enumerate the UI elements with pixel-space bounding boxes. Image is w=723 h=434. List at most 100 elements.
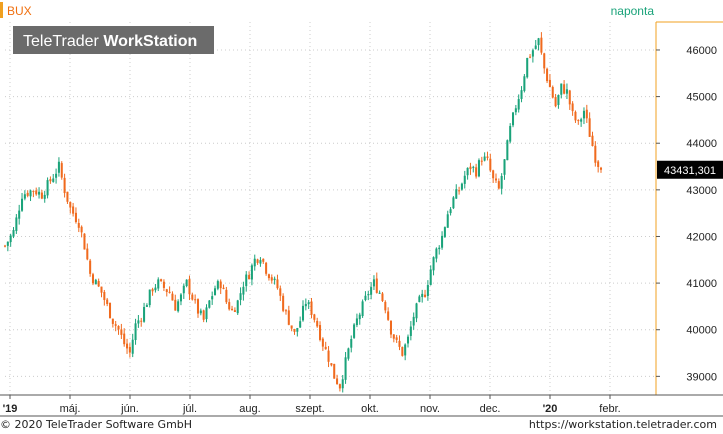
candle-body <box>89 260 92 274</box>
candle-body <box>299 321 302 328</box>
candle-body <box>472 166 475 168</box>
chart-left-marker <box>0 2 3 18</box>
candle-body <box>117 325 120 330</box>
candle-body <box>177 301 180 312</box>
candle-body <box>540 37 543 53</box>
watermark: TeleTrader WorkStation <box>13 26 214 54</box>
candle-body <box>384 301 387 311</box>
candle-body <box>134 323 137 341</box>
candle-body <box>120 329 123 335</box>
candle-body <box>151 289 154 292</box>
candle-body <box>3 245 7 247</box>
price-axis: 39000 40000 41000 42000 43000 44000 45000 46000 <box>656 45 717 383</box>
candle-body <box>63 177 66 194</box>
candle-body <box>262 258 265 262</box>
candle-body <box>304 303 307 307</box>
candle-body <box>154 287 157 291</box>
candle-body <box>375 278 378 293</box>
candle-body <box>441 235 444 248</box>
candle-body <box>455 189 458 199</box>
candle-body <box>531 50 534 57</box>
candle-body <box>560 83 563 95</box>
candle-body <box>225 289 228 303</box>
candle-body <box>157 279 160 289</box>
candle-body <box>310 301 313 315</box>
candle-body <box>123 333 126 345</box>
candle-body <box>12 230 15 237</box>
candle-body <box>97 281 100 287</box>
candle-body <box>35 190 38 195</box>
candle-body <box>511 112 515 126</box>
candle-body <box>534 45 537 49</box>
candle-body <box>80 226 83 233</box>
candle-body <box>287 310 290 325</box>
candle-body <box>546 68 549 82</box>
candle-body <box>270 277 273 281</box>
candle-body <box>500 175 503 189</box>
candle-body <box>100 286 103 293</box>
candle-body <box>171 293 174 301</box>
candle-body <box>231 308 234 311</box>
time-axis: '19 máj. jún. júl. aug. szept. okt. nov. dec. '20… <box>3 395 621 415</box>
candle-body <box>387 311 390 320</box>
candle-body <box>313 314 316 320</box>
candle-body <box>492 170 495 179</box>
x-tick-label: jún. <box>120 403 139 415</box>
candle-body <box>160 279 163 282</box>
candle-body <box>9 235 12 243</box>
last-value-text: 43431,301 <box>664 165 716 177</box>
candle-body <box>358 314 361 320</box>
candle-body <box>421 293 424 298</box>
candle-body <box>350 338 353 348</box>
candle-body <box>143 306 146 322</box>
candle-body <box>483 156 486 161</box>
candle-body <box>250 265 253 280</box>
chart-grid <box>5 22 656 395</box>
candle-body <box>446 214 449 228</box>
candle-body <box>32 190 35 192</box>
candle-body <box>548 79 551 88</box>
candle-body <box>599 167 603 170</box>
candle-body <box>580 119 583 122</box>
candle-body <box>290 325 293 329</box>
x-tick-label: dec. <box>480 403 501 415</box>
candle-body <box>571 103 574 112</box>
svg-text:TeleTrader WorkStation: TeleTrader WorkStation <box>23 33 197 50</box>
candle-body <box>18 210 21 219</box>
y-tick-label: 46000 <box>686 45 717 57</box>
candle-body <box>145 305 148 307</box>
candle-body <box>517 99 520 110</box>
candle-body <box>43 194 46 199</box>
candle-body <box>222 287 225 289</box>
candle-body <box>196 299 200 314</box>
candle-body <box>194 299 197 301</box>
candle-body <box>205 307 208 320</box>
candle-body <box>585 109 588 119</box>
candle-body <box>202 310 205 320</box>
candle-body <box>514 108 517 113</box>
candle-body <box>341 379 344 389</box>
candle-body <box>131 339 134 354</box>
candle-body <box>219 281 222 289</box>
candle-body <box>372 279 375 287</box>
candle-body <box>319 325 322 340</box>
candle-body <box>174 299 177 311</box>
candle-body <box>86 248 89 260</box>
candle-body <box>211 296 214 300</box>
x-tick-label: júl. <box>182 403 197 415</box>
interval-label[interactable]: naponta <box>611 4 655 18</box>
source-url-link[interactable]: https://workstation.teletrader.com <box>528 418 717 431</box>
candle-body <box>494 178 498 181</box>
candle-body <box>296 328 299 332</box>
candle-body <box>574 111 577 121</box>
candle-body <box>418 296 421 303</box>
candle-body <box>398 340 401 347</box>
candle-body <box>355 318 358 326</box>
candle-body <box>239 293 242 300</box>
candle-body <box>543 53 546 69</box>
candle-body <box>523 76 526 91</box>
candle-body <box>94 279 97 285</box>
candle-body <box>307 302 310 305</box>
candle-body <box>429 269 432 285</box>
